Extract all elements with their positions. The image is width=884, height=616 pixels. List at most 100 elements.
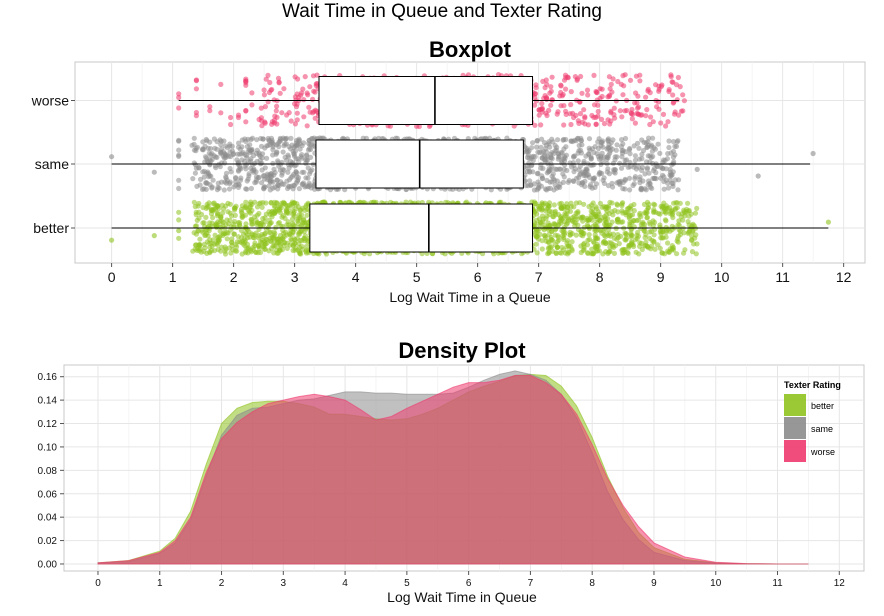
jitter-point-better	[243, 199, 249, 205]
jitter-point-same	[547, 185, 554, 191]
jitter-point-same	[610, 137, 616, 143]
jitter-point-better	[288, 236, 294, 242]
jitter-point-same	[281, 181, 287, 187]
jitter-point-same	[282, 154, 288, 160]
jitter-point-better	[232, 205, 238, 211]
jitter-point-better	[602, 221, 608, 227]
jitter-point-same	[618, 165, 625, 171]
jitter-point-better	[694, 205, 700, 211]
jitter-point-worse	[268, 87, 274, 93]
jitter-point-same	[633, 166, 640, 172]
jitter-point-better	[684, 208, 690, 215]
jitter-point-better	[232, 248, 238, 254]
jitter-point-worse	[608, 81, 614, 87]
jitter-point-same	[194, 183, 200, 189]
jitter-point-worse	[301, 114, 307, 120]
jitter-point-worse	[561, 77, 568, 83]
jitter-point-worse	[643, 94, 649, 100]
jitter-point-better	[297, 237, 303, 243]
jitter-point-same	[550, 176, 557, 182]
jitter-point-better	[204, 204, 210, 210]
jitter-point-better	[273, 224, 279, 231]
jitter-point-same	[666, 144, 672, 151]
jitter-point-worse	[577, 111, 584, 117]
jitter-point-better	[609, 209, 615, 215]
jitter-point-better	[192, 204, 198, 210]
jitter-point-same	[670, 183, 676, 189]
jitter-point-worse	[292, 121, 298, 127]
jitter-point-better	[280, 199, 287, 205]
jitter-point-worse	[670, 100, 676, 106]
jitter-point-worse	[276, 80, 282, 86]
legend-swatch-worse	[784, 440, 806, 462]
jitter-point-same	[276, 183, 282, 189]
jitter-point-better	[692, 210, 699, 216]
jitter-point-worse	[644, 107, 650, 113]
jitter-point-worse	[426, 123, 433, 129]
jitter-point-same	[614, 142, 620, 148]
jitter-point-better	[534, 250, 540, 256]
jitter-point-worse	[561, 103, 567, 109]
jitter-point-better	[568, 200, 574, 206]
jitter-point-worse	[666, 88, 672, 95]
jitter-point-same	[253, 177, 259, 183]
jitter-point-same	[632, 162, 638, 168]
jitter-point-same	[196, 165, 202, 171]
jitter-point-worse	[558, 83, 564, 89]
jitter-point-worse	[533, 85, 539, 91]
jitter-point-better	[618, 233, 624, 239]
jitter-point-worse	[314, 72, 320, 78]
jitter-point-better	[659, 235, 665, 241]
jitter-point-same	[215, 184, 221, 190]
jitter-point-better	[581, 224, 587, 231]
jitter-point-worse	[632, 100, 638, 106]
jitter-point-better	[303, 243, 310, 249]
legend-title: Texter Rating	[784, 380, 841, 390]
jitter-point-same	[561, 166, 567, 172]
jitter-point-better	[546, 200, 553, 206]
jitter-point-better	[198, 211, 205, 218]
jitter-point-better	[652, 246, 658, 252]
jitter-point-same	[305, 184, 311, 190]
jitter-point-worse	[621, 83, 627, 89]
jitter-point-better	[650, 222, 656, 228]
jitter-point-worse	[265, 99, 271, 105]
jitter-point-better	[691, 241, 697, 247]
jitter-point-same	[224, 178, 230, 184]
jitter-point-worse	[668, 72, 674, 78]
jitter-point-worse	[635, 93, 641, 99]
jitter-point-better	[238, 206, 244, 213]
jitter-point-worse	[310, 96, 316, 102]
jitter-point-better	[281, 234, 287, 240]
jitter-point-worse	[639, 112, 645, 118]
jitter-point-better	[553, 242, 559, 248]
jitter-point-same	[642, 186, 648, 192]
jitter-point-worse	[561, 122, 567, 128]
jitter-point-better	[565, 218, 571, 224]
jitter-point-worse	[176, 91, 182, 97]
jitter-point-better	[585, 250, 591, 256]
jitter-point-same	[627, 151, 633, 157]
jitter-point-same	[221, 187, 227, 193]
jitter-point-better	[559, 244, 565, 251]
jitter-point-same	[639, 151, 645, 157]
jitter-point-better	[629, 212, 636, 218]
jitter-point-same	[589, 185, 595, 191]
jitter-point-same	[675, 138, 681, 144]
jitter-point-better	[294, 201, 300, 207]
jitter-point-worse	[560, 91, 566, 98]
jitter-point-same	[272, 170, 278, 176]
jitter-point-better	[569, 218, 576, 224]
jitter-point-better	[622, 237, 628, 243]
jitter-point-better	[262, 230, 268, 236]
jitter-point-better	[673, 205, 679, 211]
jitter-point-same	[293, 156, 299, 162]
density-y-tick-label: 0.14	[38, 396, 58, 407]
jitter-point-same	[632, 153, 639, 159]
jitter-point-better	[533, 241, 539, 247]
jitter-point-same	[549, 150, 555, 156]
jitter-point-better	[588, 212, 594, 218]
jitter-point-better	[176, 209, 182, 215]
density-y-tick-label: 0.06	[38, 489, 58, 500]
jitter-point-worse	[274, 103, 280, 109]
